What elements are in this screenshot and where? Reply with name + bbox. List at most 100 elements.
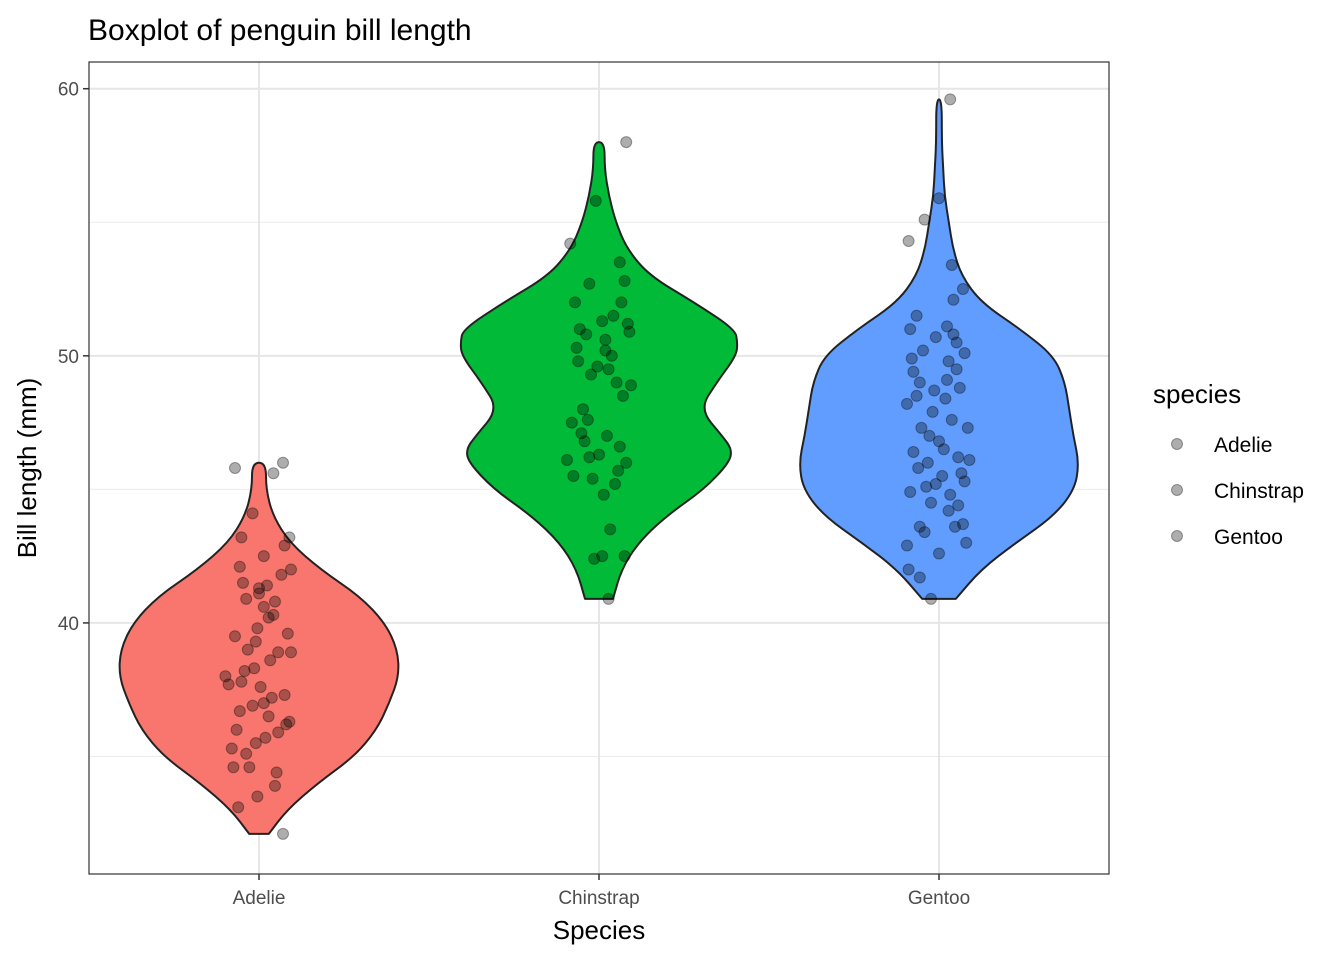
- data-point: [262, 611, 275, 624]
- data-point: [902, 235, 915, 247]
- data-point: [225, 742, 238, 755]
- data-point: [953, 381, 966, 394]
- data-point: [251, 622, 264, 635]
- data-point: [267, 608, 280, 621]
- data-point: [941, 320, 953, 333]
- data-point: [569, 296, 581, 309]
- data-point: [591, 360, 604, 373]
- data-point: [925, 592, 937, 605]
- data-point: [565, 416, 578, 429]
- data-point: [248, 662, 261, 675]
- data-point: [910, 309, 923, 322]
- data-point: [251, 790, 264, 803]
- data-point: [604, 523, 617, 536]
- data-point: [596, 550, 609, 563]
- data-point: [952, 451, 965, 464]
- data-point: [944, 93, 957, 106]
- data-point: [904, 486, 917, 498]
- data-point: [240, 592, 253, 605]
- data-point: [904, 323, 917, 336]
- data-point: [901, 539, 913, 552]
- data-point: [278, 689, 291, 701]
- data-point: [952, 499, 965, 512]
- data-point: [602, 363, 615, 376]
- data-point: [615, 296, 628, 309]
- data-point: [278, 539, 291, 552]
- data-point: [262, 710, 275, 723]
- y-tick-label: 40: [58, 614, 79, 635]
- data-point: [625, 379, 637, 392]
- data-point: [913, 376, 926, 389]
- data-point: [901, 397, 913, 410]
- data-point: [567, 470, 580, 482]
- data-point: [253, 582, 265, 595]
- data-point: [937, 443, 950, 456]
- data-point: [960, 536, 973, 549]
- data-point: [254, 681, 267, 693]
- data-point: [235, 531, 248, 544]
- data-point: [580, 328, 593, 341]
- chart-title: Boxplot of penguin bill length: [88, 14, 472, 47]
- data-point: [623, 325, 636, 338]
- data-point: [277, 456, 289, 469]
- data-point: [950, 363, 963, 376]
- data-point: [280, 718, 293, 731]
- data-point: [249, 635, 262, 648]
- data-point: [275, 568, 288, 581]
- x-axis-title: Species: [553, 915, 646, 945]
- axes: 40 50 60 Adelie Chinstrap Gentoo: [58, 80, 970, 909]
- data-point: [944, 488, 957, 501]
- legend-title: species: [1153, 379, 1241, 409]
- data-point: [585, 368, 597, 381]
- data-point: [570, 341, 583, 354]
- data-point: [599, 333, 612, 346]
- data-point: [907, 446, 920, 458]
- y-tick-label: 60: [58, 80, 79, 101]
- data-point: [285, 563, 297, 576]
- data-point: [281, 627, 294, 640]
- data-point: [597, 488, 610, 501]
- data-point: [593, 448, 605, 461]
- data-point: [936, 470, 949, 482]
- data-point: [957, 518, 969, 531]
- data-point: [586, 472, 599, 485]
- data-point: [607, 309, 620, 322]
- violin-chinstrap: [459, 141, 739, 600]
- data-point: [270, 766, 283, 779]
- data-point: [601, 429, 613, 442]
- data-point: [933, 435, 945, 448]
- data-point: [229, 630, 241, 643]
- data-point: [613, 256, 626, 269]
- data-point: [941, 373, 953, 386]
- data-point: [596, 315, 609, 328]
- data-point: [265, 691, 278, 704]
- data-point: [238, 665, 251, 677]
- data-point: [621, 317, 634, 330]
- data-point: [912, 462, 925, 474]
- data-point: [264, 654, 277, 667]
- data-point: [957, 283, 969, 295]
- legend-label-chinstrap: Chinstrap: [1214, 480, 1304, 503]
- data-point: [561, 454, 573, 466]
- legend-key-adelie: [1171, 438, 1183, 450]
- data-point: [578, 435, 591, 448]
- data-point: [942, 504, 955, 517]
- data-point: [233, 560, 246, 573]
- legend: species Adelie Chinstrap Gentoo: [1153, 379, 1304, 549]
- data-point: [261, 579, 273, 592]
- y-axis-title: Bill length (mm): [12, 378, 42, 559]
- data-point: [613, 440, 626, 453]
- data-point: [963, 454, 976, 466]
- data-point: [246, 699, 259, 712]
- data-point: [577, 403, 589, 416]
- data-point: [272, 646, 285, 659]
- data-point: [269, 779, 281, 792]
- data-point: [241, 643, 254, 656]
- data-point: [612, 464, 625, 477]
- data-point: [285, 646, 297, 659]
- data-point: [945, 413, 958, 426]
- data-point: [229, 462, 241, 474]
- x-tick-label: Chinstrap: [558, 888, 639, 909]
- data-point: [257, 550, 270, 563]
- data-point: [277, 827, 289, 840]
